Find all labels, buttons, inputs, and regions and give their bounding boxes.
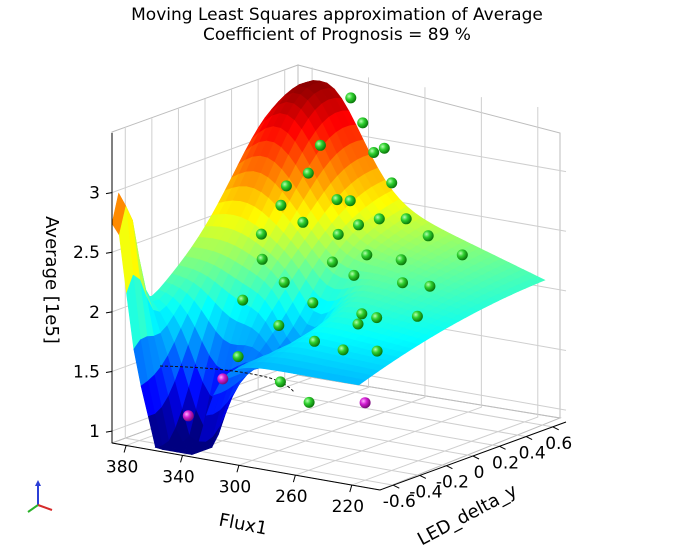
y-tick (499, 445, 506, 450)
support-point (424, 280, 436, 292)
x-tick-label: 260 (275, 487, 307, 507)
support-point (278, 276, 290, 288)
support-point (309, 335, 320, 347)
z-tick-label: 1.5 (73, 362, 100, 382)
y-tick-label: 0.4 (519, 444, 546, 464)
support-point (368, 147, 380, 158)
support-point (345, 92, 357, 104)
support-point (378, 142, 390, 154)
x-tick-label: 380 (106, 457, 138, 477)
x-tick (180, 455, 184, 463)
z-tick (105, 192, 113, 195)
support-point (314, 139, 326, 151)
support-point (361, 249, 373, 261)
z-axis: 1 1.5 2 2.5 3 (73, 133, 113, 443)
support-point (395, 254, 407, 266)
support-point (237, 294, 249, 306)
z-tick (105, 430, 113, 433)
y-tick-label: 0.6 (545, 434, 572, 454)
z-tick-label: 3 (89, 184, 100, 204)
support-point (326, 256, 338, 268)
outlier-points (182, 373, 371, 422)
x-tick (349, 484, 353, 493)
y-axis: -0.6-0.4-0.2 0 0.2 0.4 0.6 (379, 421, 572, 512)
contour-line (159, 365, 295, 393)
support-point (373, 213, 385, 225)
support-point (400, 213, 412, 225)
support-point (422, 230, 434, 242)
support-point (397, 277, 408, 289)
y-tick (419, 474, 427, 479)
support-points (232, 92, 468, 408)
support-point (371, 345, 383, 357)
x-axis-line (111, 442, 381, 491)
support-point (386, 177, 398, 189)
outlier-point (359, 397, 371, 409)
support-point (353, 219, 364, 231)
chart-title-line-1: Moving Least Squares approximation of Av… (131, 5, 543, 25)
x-tick-label: 340 (162, 467, 194, 487)
support-point (255, 228, 267, 240)
support-point (332, 228, 344, 240)
support-point (337, 344, 349, 356)
support-point (356, 308, 368, 320)
support-point (371, 312, 383, 324)
response-surface (111, 80, 546, 456)
support-point (303, 396, 315, 408)
support-point (273, 320, 285, 331)
x-tick-label: 220 (332, 497, 364, 517)
support-point (331, 194, 343, 206)
y-tick (552, 426, 559, 431)
support-point (280, 180, 292, 192)
y-tick (446, 465, 453, 470)
y-tick (525, 436, 533, 441)
y-tick-label: 0 (474, 463, 485, 483)
support-point (357, 117, 369, 129)
outlier-point (182, 410, 194, 422)
z-tick (105, 311, 113, 314)
z-tick-label: 1 (89, 422, 100, 442)
surface-patch (350, 378, 367, 386)
y-tick-label: -0.6 (383, 492, 416, 512)
z-tick-label: 2 (89, 303, 100, 323)
y-tick (472, 455, 480, 460)
support-point (275, 199, 287, 211)
support-point (456, 249, 468, 261)
support-point (297, 216, 309, 228)
support-point (256, 253, 268, 265)
support-point (232, 351, 244, 363)
y-tick (393, 484, 400, 489)
support-point (302, 167, 314, 179)
support-point (352, 318, 364, 330)
y-tick-label: 0.2 (492, 453, 519, 473)
z-tick-label: 2.5 (73, 243, 100, 263)
x-axis: 380 340 300 260 220 (106, 442, 381, 517)
support-point (274, 376, 286, 388)
support-point (307, 297, 319, 309)
x-tick-label: 300 (219, 477, 251, 497)
chart-title-line-2: Coefficient of Prognosis = 89 % (203, 25, 471, 45)
support-point (411, 310, 423, 322)
x-axis-title: Flux1 (217, 510, 269, 540)
support-point (348, 269, 360, 281)
y-tick-label: -0.4 (409, 482, 442, 502)
orientation-triad-icon (27, 480, 53, 513)
x-tick (123, 445, 127, 453)
z-tick (105, 251, 113, 254)
x-tick (292, 475, 296, 483)
z-axis-title: Average [1e5] (41, 216, 62, 344)
support-point (344, 195, 356, 207)
z-tick (105, 370, 113, 373)
outlier-point (217, 373, 229, 385)
x-tick (236, 465, 240, 473)
y-tick-label: -0.2 (436, 473, 469, 493)
